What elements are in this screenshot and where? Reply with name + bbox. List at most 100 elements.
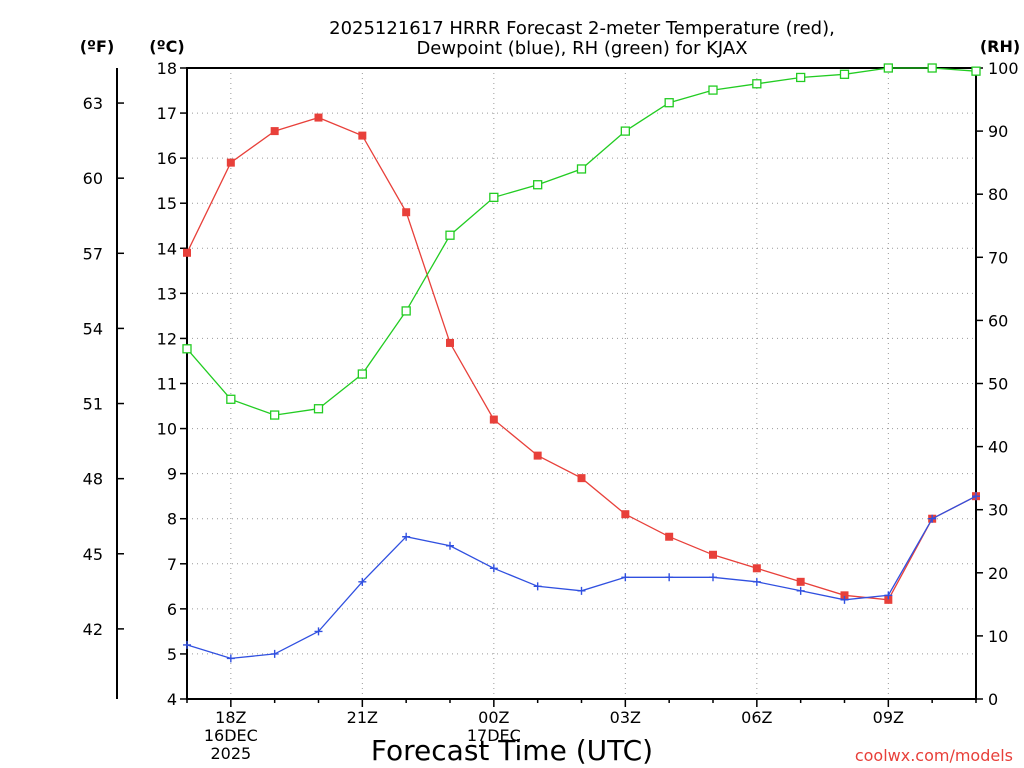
rh-tick-label: 60 <box>988 311 1008 330</box>
2-meter-temperature-point <box>884 595 893 604</box>
2-meter-temperature-point <box>183 248 191 257</box>
rh-tick-label: 80 <box>988 185 1008 204</box>
2-meter-temperature-point <box>533 451 542 460</box>
2-meter-temperature-point <box>577 474 586 483</box>
fahrenheit-tick-label: 57 <box>83 244 103 263</box>
relative-humidity-point <box>489 192 499 203</box>
celsius-tick-label: 10 <box>157 420 177 439</box>
celsius-tick-label: 15 <box>157 194 177 213</box>
celsius-tick-label: 13 <box>157 284 177 303</box>
x-tick-label: 17DEC <box>467 726 521 745</box>
2-meter-temperature-point <box>358 131 367 140</box>
dewpoint-point <box>270 649 279 658</box>
relative-humidity-point <box>971 66 981 76</box>
x-tick-label: 06Z <box>741 708 772 727</box>
celsius-tick-label: 4 <box>167 690 177 709</box>
dewpoint-point <box>402 532 411 541</box>
x-tick-label: 00Z <box>478 708 509 727</box>
x-tick-label: 16DEC <box>204 726 258 745</box>
rh-tick-label: 100 <box>988 59 1019 78</box>
2-meter-temperature-point <box>796 577 805 586</box>
rh-tick-label: 70 <box>988 248 1008 267</box>
dewpoint-point <box>665 573 674 582</box>
dewpoint-line <box>186 495 977 660</box>
data-series <box>182 63 981 663</box>
celsius-tick-label: 7 <box>167 555 177 574</box>
dewpoint-point <box>489 564 498 573</box>
rh-tick-label: 40 <box>988 438 1008 457</box>
2-meter-temperature-point <box>752 564 761 573</box>
2-meter-temperature-point <box>665 532 674 541</box>
dewpoint-point <box>577 586 586 595</box>
fahrenheit-tick-label: 48 <box>83 470 103 489</box>
dewpoint-point <box>358 577 367 586</box>
relative-humidity-point <box>752 79 762 89</box>
chart-title-line-1: 2025121617 HRRR Forecast 2-meter Tempera… <box>329 18 835 39</box>
celsius-tick-label: 11 <box>157 375 177 394</box>
fahrenheit-tick-label: 51 <box>83 395 103 414</box>
dewpoint-point <box>446 541 454 550</box>
celsius-tick-label: 12 <box>157 329 177 348</box>
relative-humidity-point <box>927 63 937 73</box>
relative-humidity-point <box>445 230 455 240</box>
celsius-tick-label: 6 <box>167 600 177 619</box>
fahrenheit-tick-label: 54 <box>83 319 103 338</box>
tick-labels: 4567891011121314151617184245485154576063… <box>83 59 1019 763</box>
2-meter-temperature-line <box>186 116 977 601</box>
2-meter-temperature-point <box>489 415 498 424</box>
chart-title-line-2: Dewpoint (blue), RH (green) for KJAX <box>416 38 747 59</box>
relative-humidity-point <box>357 369 367 379</box>
rh-tick-label: 90 <box>988 122 1008 141</box>
x-tick-label: 2025 <box>210 744 251 763</box>
fahrenheit-tick-label: 60 <box>83 169 103 188</box>
relative-humidity-point <box>839 69 850 79</box>
relative-humidity-point <box>883 63 893 73</box>
2-meter-temperature-point <box>226 158 235 167</box>
dewpoint-point <box>314 627 323 636</box>
dewpoint-point <box>752 577 761 586</box>
relative-humidity-point <box>708 85 718 95</box>
rh-tick-label: 20 <box>988 564 1008 583</box>
2-meter-temperature-point <box>270 127 279 136</box>
x-axis-label: Forecast Time (UTC) <box>371 734 653 767</box>
fahrenheit-tick-label: 45 <box>83 545 103 564</box>
celsius-tick-label: 18 <box>157 59 177 78</box>
x-tick-label: 21Z <box>347 708 378 727</box>
dewpoint-point <box>709 573 717 582</box>
gridlines <box>187 67 976 699</box>
credit-link[interactable]: coolwx.com/models <box>855 746 1013 765</box>
rh-tick-label: 10 <box>988 627 1008 646</box>
rh-tick-label: 0 <box>988 690 998 709</box>
2-meter-temperature-point <box>402 208 411 217</box>
x-tick-label: 09Z <box>873 708 904 727</box>
fahrenheit-tick-label: 63 <box>83 94 103 113</box>
celsius-tick-label: 5 <box>167 645 177 664</box>
relative-humidity-point <box>226 394 236 404</box>
dewpoint-point <box>183 640 191 649</box>
relative-humidity-point <box>182 344 192 354</box>
2-meter-temperature-point <box>314 113 323 122</box>
dewpoint-point <box>928 514 937 523</box>
rh-unit-label: (RH) <box>980 37 1020 56</box>
dewpoint-point <box>796 586 805 595</box>
fahrenheit-tick-label: 42 <box>83 620 103 639</box>
relative-humidity-line <box>186 67 977 416</box>
2-meter-temperature-point <box>709 550 717 559</box>
celsius-tick-label: 9 <box>167 465 177 484</box>
chart-title: 2025121617 HRRR Forecast 2-meter Tempera… <box>329 18 835 59</box>
fahrenheit-unit-label: (ºF) <box>80 37 115 56</box>
dewpoint-point <box>621 573 630 582</box>
dewpoint-point <box>226 654 235 663</box>
relative-humidity-point <box>576 164 587 174</box>
rh-tick-label: 30 <box>988 501 1008 520</box>
x-tick-label: 18Z <box>215 708 246 727</box>
x-tick-label: 03Z <box>610 708 641 727</box>
dewpoint-point <box>533 582 542 591</box>
celsius-tick-label: 8 <box>167 510 177 529</box>
relative-humidity-point <box>270 410 280 420</box>
2-meter-temperature-point <box>446 338 454 347</box>
dewpoint-point <box>884 591 893 600</box>
celsius-unit-label: (ºC) <box>149 37 184 56</box>
relative-humidity-point <box>313 404 324 414</box>
